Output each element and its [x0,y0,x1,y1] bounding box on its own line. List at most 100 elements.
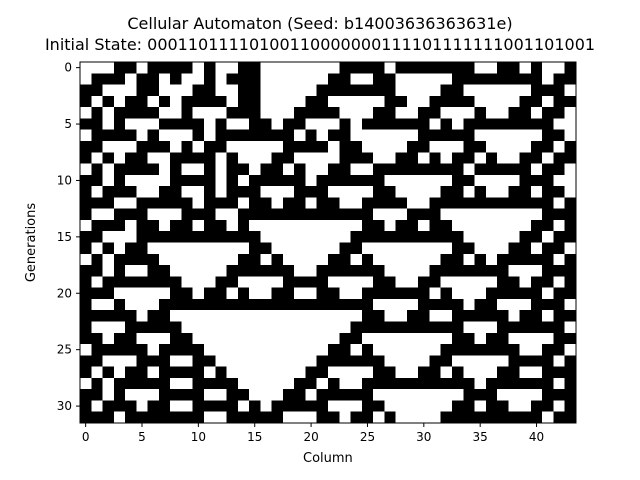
heatmap-cell [102,197,115,210]
heatmap-cell [508,231,521,243]
heatmap-cell [271,332,284,345]
heatmap-cell [542,355,554,367]
heatmap-cell [485,84,498,97]
heatmap-cell [395,186,408,198]
heatmap-cell [282,355,295,367]
heatmap-cell [485,208,498,221]
heatmap-cell [80,231,92,243]
heatmap-cell [328,129,340,142]
heatmap-cell [91,298,103,311]
heatmap-cell [226,219,239,232]
heatmap-cell [237,310,250,322]
heatmap-cell [350,253,363,266]
heatmap-cell [102,411,115,424]
heatmap-cell [249,411,261,424]
heatmap-cell [237,344,250,356]
heatmap-cell [170,355,182,367]
heatmap-cell [215,411,227,424]
heatmap-cell [170,129,182,142]
heatmap-cell [215,242,227,255]
heatmap-cell [204,377,216,390]
heatmap-cell [497,321,509,334]
heatmap-cell [316,389,329,401]
heatmap-cell [440,298,453,311]
heatmap-cell [204,219,216,232]
heatmap-cell [339,310,351,322]
heatmap-cell [395,140,408,153]
heatmap-cell [418,389,430,401]
heatmap-cell [463,208,475,221]
heatmap-cell [429,400,442,413]
heatmap-cell [463,276,475,289]
heatmap-cell [271,95,284,108]
heatmap-cell [564,118,577,131]
heatmap-cell [418,276,430,289]
y-tick-label: 30 [57,399,72,413]
heatmap-cell [226,242,239,255]
heatmap-cell [474,298,487,311]
heatmap-cell [226,140,239,153]
heatmap-cell [440,140,453,153]
heatmap-cell [215,265,227,277]
heatmap-cell [282,265,295,277]
x-axis-label: Column [303,451,353,466]
heatmap-cell [136,73,149,85]
heatmap-cell [530,389,543,401]
heatmap-cell [91,321,103,334]
heatmap-cell [181,197,194,210]
heatmap-cell [418,400,430,413]
heatmap-cell [361,231,374,243]
heatmap-cell [553,242,566,255]
heatmap-cell [553,366,566,379]
heatmap-cell [497,118,509,131]
heatmap-cell [418,62,430,74]
heatmap-cell [474,287,487,300]
heatmap-cell [361,287,374,300]
heatmap-cell [271,129,284,142]
heatmap-cell [384,174,397,187]
heatmap-cell [158,219,171,232]
heatmap-cell [249,73,261,85]
heatmap-cell [508,197,521,210]
heatmap-cell [102,152,115,164]
heatmap-cell [316,355,329,367]
heatmap-cell [429,377,442,390]
heatmap-cell [271,62,284,74]
heatmap-cell [373,219,385,232]
heatmap-cell [181,219,194,232]
heatmap-cell [316,186,329,198]
heatmap-cell [282,321,295,334]
heatmap-cell [418,107,430,119]
heatmap-cell [395,231,408,243]
heatmap-cell [80,276,92,289]
heatmap-cell [339,253,351,266]
heatmap-cell [508,62,521,74]
heatmap-cell [564,298,577,311]
heatmap-cell [170,400,182,413]
heatmap-cell [519,186,532,198]
heatmap-cell [294,377,306,390]
heatmap-cell [384,366,397,379]
heatmap-cell [204,107,216,119]
heatmap-cell [542,208,554,221]
heatmap-cell [485,186,498,198]
heatmap-cell [474,140,487,153]
heatmap-cell [271,287,284,300]
heatmap-cell [406,107,419,119]
heatmap-cell [147,152,160,164]
heatmap-cell [418,253,430,266]
heatmap-cell [181,411,194,424]
heatmap-cell [282,129,295,142]
heatmap-cell [147,84,160,97]
heatmap-cell [485,366,498,379]
heatmap-cell [226,208,239,221]
heatmap-cell [497,174,509,187]
heatmap-cell [226,400,239,413]
heatmap-cell [237,129,250,142]
heatmap-cell [192,197,205,210]
heatmap-cell [192,95,205,108]
heatmap-cell [463,84,475,97]
heatmap-cell [361,253,374,266]
heatmap-cell [440,355,453,367]
heatmap-cell [237,219,250,232]
